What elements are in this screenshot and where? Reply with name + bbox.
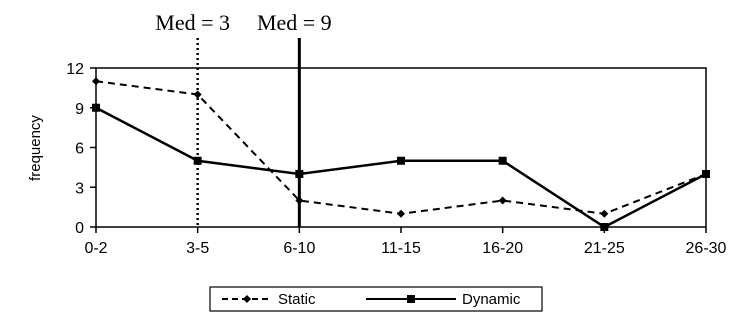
dynamic-point [295, 170, 304, 178]
legend-static-label: Static [278, 291, 316, 308]
y-tick-label: 12 [66, 61, 84, 78]
static-point [193, 90, 202, 99]
dynamic-point [92, 103, 100, 112]
x-tick-label: 26-30 [686, 240, 727, 257]
x-tick-label: 3-5 [186, 240, 209, 257]
legend-dynamic-marker [407, 295, 415, 303]
static-point [92, 77, 100, 86]
x-tick-label: 0-2 [84, 240, 107, 257]
x-tick-label: 16-20 [482, 240, 523, 257]
y-tick-label: 0 [75, 220, 84, 237]
dynamic-point [702, 170, 710, 178]
y-tick-label: 9 [75, 101, 84, 118]
static-point [295, 196, 304, 205]
dynamic-point [498, 156, 507, 165]
dynamic-point [193, 156, 202, 165]
x-tick-label: 11-15 [381, 240, 421, 257]
x-tick-label: 21-25 [584, 240, 625, 257]
y-axis-label: frequency [27, 115, 44, 181]
plot-frame [95, 67, 707, 228]
x-tick-label: 6-10 [283, 240, 315, 257]
static-point [498, 196, 507, 205]
static-point [600, 209, 609, 218]
static-point [397, 209, 405, 218]
median-label: Med = 9 [257, 10, 332, 35]
dynamic-point [600, 223, 609, 231]
static-series-line [95, 80, 707, 215]
median-label: Med = 3 [155, 10, 230, 35]
y-tick-label: 3 [75, 180, 84, 197]
y-tick-label: 6 [75, 141, 84, 158]
dynamic-point [397, 156, 405, 165]
legend-dynamic-label: Dynamic [462, 291, 521, 308]
legend-static-marker [243, 295, 251, 303]
